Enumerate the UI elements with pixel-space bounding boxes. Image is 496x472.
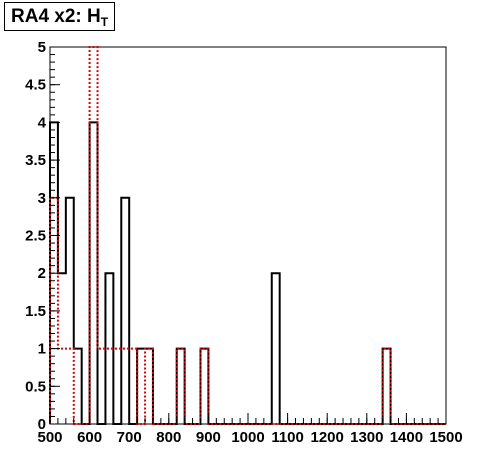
- y-tick-label: 3.5: [25, 152, 46, 169]
- x-tick-label: 1100: [271, 429, 304, 446]
- plot-frame: [49, 46, 447, 425]
- chart-title-subscript: T: [100, 15, 109, 29]
- x-tick-label: 600: [77, 429, 102, 446]
- x-tick-label: 1400: [390, 429, 423, 446]
- axis-layer: 0 0.5 1 1.5 2 2.5 3 3.5 4 4.5 5 500 600 700 800 900 1000…: [25, 39, 463, 446]
- y-tick-label: 5: [38, 39, 46, 56]
- y-tick-label: 1.5: [25, 303, 46, 320]
- x-tick-label: 1000: [231, 429, 264, 446]
- y-tick-label: 0.5: [25, 378, 46, 395]
- series-1-line: [49, 121, 446, 425]
- x-tick-label: 1200: [311, 429, 344, 446]
- x-tick-label: 900: [196, 429, 221, 446]
- series-layer: [49, 46, 446, 425]
- chart-title: RA4 x2: HT: [4, 2, 116, 31]
- y-tick-label: 2.5: [25, 228, 46, 245]
- x-tick-label: 800: [156, 429, 181, 446]
- y-tick-label: 0: [38, 416, 46, 433]
- y-tick-label: 2: [38, 265, 46, 282]
- x-tick-label: 500: [37, 429, 62, 446]
- chart-title-main: RA4 x2: H: [11, 6, 101, 27]
- y-tick-label: 1: [38, 341, 46, 358]
- x-tick-label: 1300: [350, 429, 383, 446]
- x-tick-label: 1500: [429, 429, 462, 446]
- series-2-line: [49, 46, 446, 425]
- y-tick-label: 4.5: [25, 77, 46, 94]
- x-tick-label: 700: [117, 429, 142, 446]
- y-tick-label: 3: [38, 190, 46, 207]
- y-tick-label: 4: [38, 114, 47, 131]
